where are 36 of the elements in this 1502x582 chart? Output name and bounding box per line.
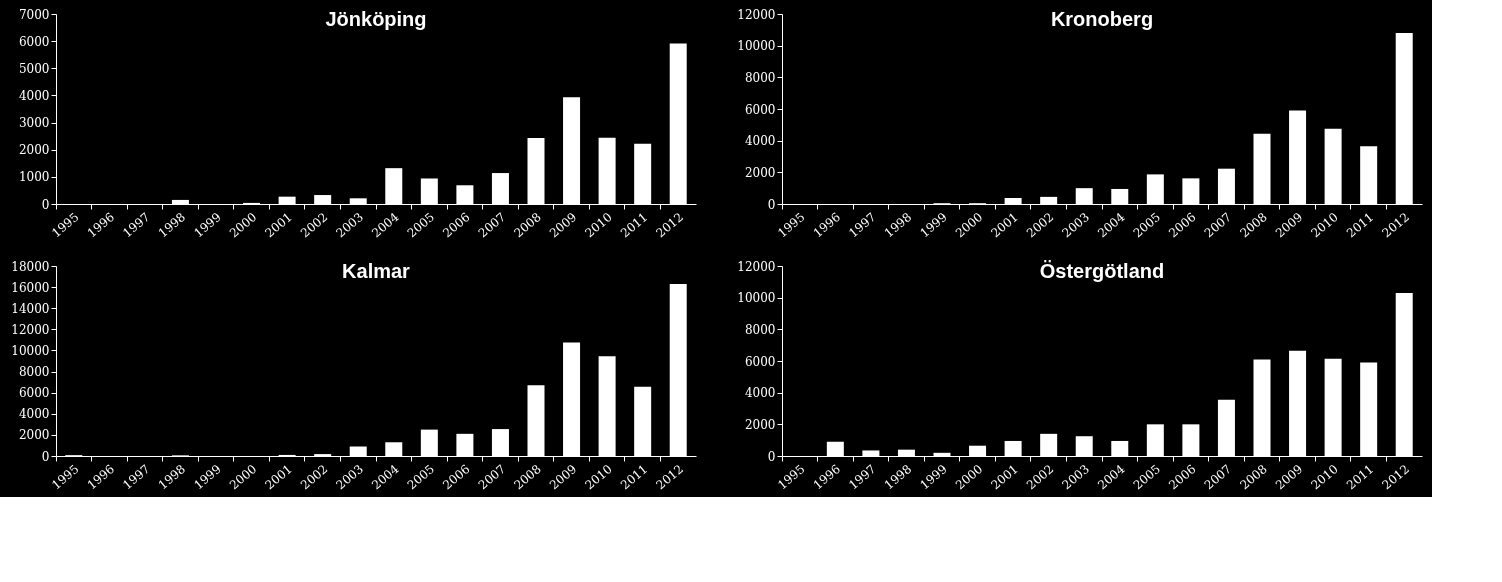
y-tick-label: 0 (767, 449, 776, 464)
y-tick-label: 14000 (11, 301, 50, 316)
chart-title: Kronoberg (1050, 8, 1154, 30)
y-tick-label: 0 (767, 197, 776, 212)
y-tick-label: 4000 (18, 407, 50, 422)
y-tick-label: 10000 (737, 39, 776, 54)
y-tick-label: 8000 (744, 322, 776, 337)
y-tick-label: 8000 (744, 70, 776, 85)
y-tick-label: 18000 (11, 259, 50, 274)
y-tick-label: 6000 (18, 34, 50, 49)
y-tick-label: 6000 (18, 386, 50, 401)
chart-title: Östergötland (1039, 260, 1165, 282)
y-tick-label: 2000 (744, 165, 776, 180)
y-tick-label: 12000 (737, 7, 776, 22)
y-tick-label: 4000 (18, 88, 50, 103)
y-tick-label: 4000 (744, 386, 776, 401)
y-tick-label: 4000 (744, 134, 776, 149)
y-tick-label: 8000 (18, 365, 50, 380)
y-tick-label: 0 (41, 449, 50, 464)
y-tick-label: 12000 (11, 322, 50, 337)
chart-title: Jönköping (325, 8, 427, 30)
y-tick-label: 0 (41, 197, 50, 212)
y-tick-label: 7000 (18, 7, 50, 22)
y-tick-label: 16000 (11, 280, 50, 295)
y-tick-label: 2000 (744, 417, 776, 432)
y-tick-label: 6000 (744, 354, 776, 369)
y-tick-label: 5000 (18, 61, 50, 76)
chart-title: Kalmar (342, 260, 411, 282)
y-tick-label: 3000 (18, 116, 50, 131)
y-tick-label: 10000 (737, 291, 776, 306)
y-tick-label: 1000 (18, 170, 50, 185)
y-tick-label: 2000 (18, 428, 50, 443)
y-tick-label: 10000 (11, 343, 50, 358)
y-tick-label: 2000 (18, 143, 50, 158)
y-tick-label: 6000 (744, 102, 776, 117)
y-tick-label: 12000 (737, 259, 776, 274)
